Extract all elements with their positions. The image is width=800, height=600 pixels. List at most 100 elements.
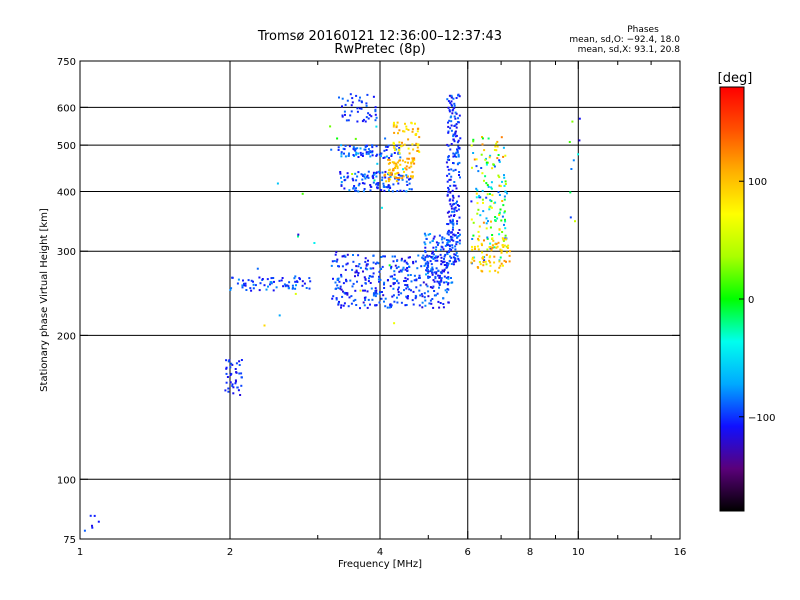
data-point: [366, 263, 369, 266]
data-point: [404, 167, 407, 170]
data-point: [422, 281, 425, 284]
data-point: [371, 154, 374, 157]
data-point: [342, 282, 345, 285]
data-point: [440, 245, 443, 248]
data-point: [397, 265, 400, 268]
data-point: [475, 196, 478, 199]
data-point: [489, 242, 492, 245]
data-point: [337, 303, 340, 306]
data-point: [403, 170, 405, 173]
data-point: [267, 285, 269, 288]
data-point: [309, 280, 312, 283]
data-point: [446, 262, 448, 264]
chart-title: Tromsø 20160121 12:36:00–12:37:43: [257, 29, 502, 44]
phases-stats-x: mean, sd,X: 93.1, 20.8: [578, 45, 681, 55]
data-point: [355, 265, 358, 268]
data-point: [569, 191, 572, 194]
data-point: [397, 291, 400, 293]
data-point: [340, 176, 342, 179]
data-point: [294, 275, 297, 278]
data-point: [448, 119, 451, 122]
data-point: [476, 266, 479, 268]
data-point: [436, 259, 439, 262]
data-point: [452, 155, 455, 158]
data-point: [450, 143, 453, 145]
data-point: [410, 289, 412, 292]
data-point: [454, 111, 457, 114]
data-point: [449, 203, 452, 206]
data-point: [497, 191, 500, 194]
data-point: [432, 250, 434, 253]
data-point: [429, 233, 432, 235]
data-point: [452, 152, 455, 155]
data-point: [229, 374, 232, 376]
data-point: [345, 279, 348, 282]
data-point: [382, 184, 385, 187]
data-point: [406, 296, 409, 299]
data-point: [438, 274, 441, 277]
data-point: [506, 192, 508, 195]
data-points: [83, 93, 581, 532]
data-point: [340, 183, 343, 186]
data-point: [363, 276, 366, 279]
data-point: [481, 270, 484, 273]
data-point: [432, 306, 435, 309]
data-point: [344, 113, 346, 116]
data-point: [380, 297, 383, 300]
data-point: [448, 247, 451, 250]
data-point: [407, 161, 409, 164]
data-point: [411, 130, 414, 133]
data-point: [329, 125, 332, 128]
data-point: [393, 121, 395, 124]
data-point: [393, 149, 396, 152]
data-point: [428, 276, 431, 278]
data-point: [497, 154, 500, 156]
data-point: [396, 279, 399, 282]
data-point: [335, 251, 338, 254]
data-point: [451, 220, 454, 222]
data-point: [352, 299, 355, 302]
data-point: [228, 359, 231, 362]
data-point: [490, 206, 493, 209]
data-point: [477, 230, 480, 233]
data-point: [491, 237, 494, 240]
data-point: [455, 252, 458, 254]
data-point: [376, 261, 379, 264]
data-point: [457, 208, 460, 211]
data-point: [418, 274, 421, 277]
data-point: [393, 152, 396, 154]
data-point: [371, 298, 374, 301]
data-point: [372, 174, 375, 176]
data-point: [441, 236, 444, 239]
data-point: [496, 145, 499, 148]
data-point: [493, 246, 496, 249]
data-point: [398, 176, 401, 179]
data-point: [444, 253, 447, 256]
data-point: [406, 278, 409, 281]
data-point: [369, 282, 372, 284]
data-point: [339, 285, 342, 288]
data-point: [355, 151, 358, 154]
data-point: [389, 275, 392, 278]
data-point: [442, 297, 445, 300]
data-point: [367, 280, 370, 283]
data-point: [451, 109, 454, 112]
data-point: [366, 174, 369, 177]
data-point: [415, 278, 418, 281]
data-point: [392, 287, 395, 290]
data-point: [410, 162, 413, 165]
data-point: [337, 277, 340, 280]
data-point: [393, 143, 395, 145]
data-point: [490, 248, 493, 251]
data-point: [384, 137, 387, 140]
data-point: [386, 146, 389, 148]
data-point: [447, 121, 449, 124]
data-point: [241, 286, 244, 289]
data-point: [447, 239, 450, 242]
data-point: [447, 276, 450, 279]
data-point: [354, 275, 356, 278]
data-point: [458, 229, 461, 231]
data-point: [401, 141, 403, 144]
data-point: [456, 220, 459, 223]
data-point: [446, 253, 449, 255]
